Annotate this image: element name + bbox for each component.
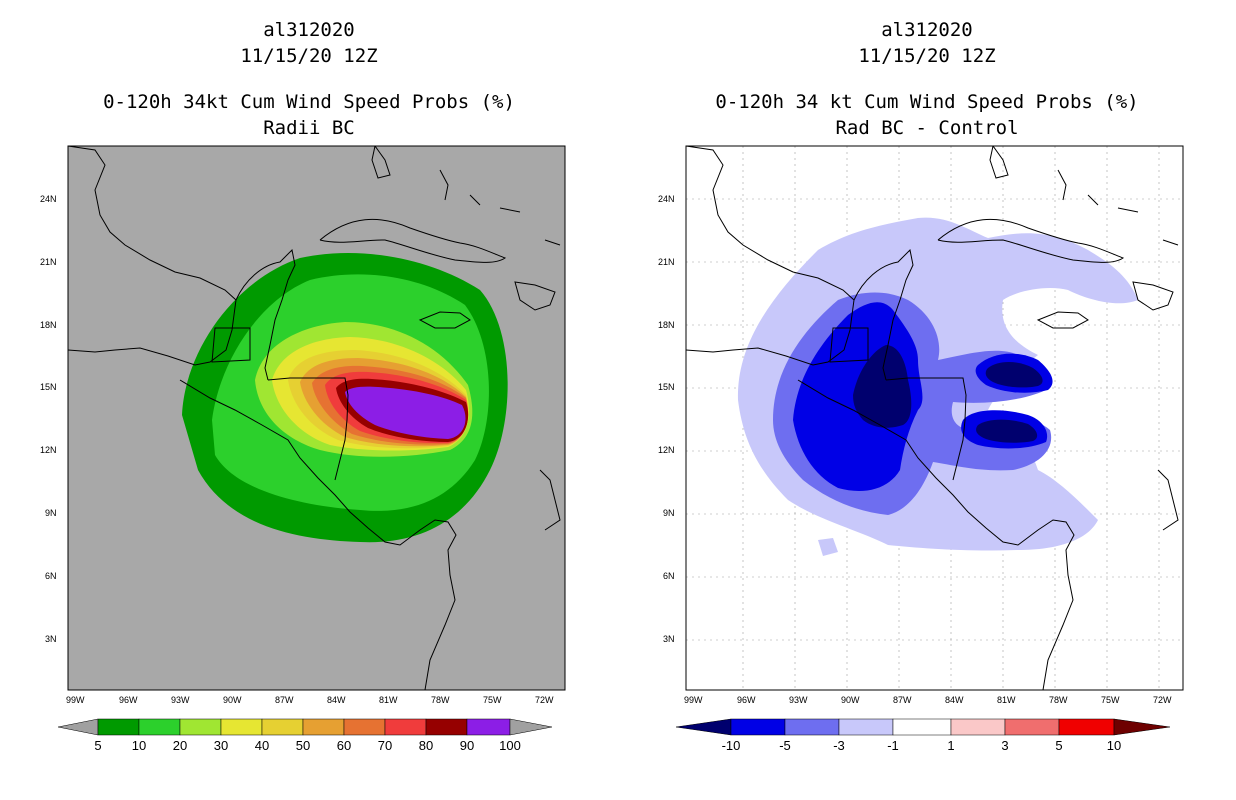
- lon-label: 75W: [1101, 695, 1120, 705]
- lon-label: 93W: [171, 695, 190, 705]
- colorbar-label: 40: [255, 738, 269, 753]
- lon-label: 90W: [841, 695, 860, 705]
- lon-label: 81W: [997, 695, 1016, 705]
- left-coastlines: [68, 146, 561, 690]
- left-date: 11/15/20 12Z: [240, 45, 378, 67]
- lon-label: 87W: [893, 695, 912, 705]
- left-colorbar: [57, 718, 553, 736]
- lon-label: 90W: [223, 695, 242, 705]
- right-date: 11/15/20 12Z: [858, 45, 996, 67]
- right-coastlines: [686, 146, 1179, 690]
- colorbar-label: 30: [214, 738, 228, 753]
- lon-label: 72W: [535, 695, 554, 705]
- left-subtitle: Radii BC: [263, 117, 355, 139]
- right-colorbar-labels: -10 -5 -3 -1 1 3 5 10: [722, 738, 1122, 753]
- colorbar-label: 3: [1001, 738, 1008, 753]
- colorbar-label: -10: [722, 738, 741, 753]
- right-lon-axis: 99W 96W 93W 90W 87W 84W 81W 78W 75W 72W: [684, 695, 1172, 705]
- diff-dark-blue-east-2: [976, 419, 1038, 443]
- colorbar-label: -3: [833, 738, 845, 753]
- contour-90-100: [345, 386, 466, 439]
- lat-label: 21N: [658, 257, 675, 267]
- right-subtitle: Rad BC - Control: [835, 117, 1019, 139]
- colorbar-label: 60: [337, 738, 351, 753]
- lon-label: 78W: [1049, 695, 1068, 705]
- lon-label: 93W: [789, 695, 808, 705]
- lat-label: 9N: [45, 508, 57, 518]
- lon-label: 87W: [275, 695, 294, 705]
- left-title: 0-120h 34kt Cum Wind Speed Probs (%): [103, 91, 515, 113]
- lon-label: 81W: [379, 695, 398, 705]
- colorbar-label: 5: [1055, 738, 1062, 753]
- lat-label: 3N: [45, 634, 57, 644]
- diff-dark-blue: [853, 345, 912, 428]
- diff-dark-blue-east-1: [985, 362, 1043, 388]
- lat-label: 3N: [663, 634, 675, 644]
- colorbar-label: 10: [1107, 738, 1121, 753]
- left-lat-axis: 24N 21N 18N 15N 12N 9N 6N 3N: [40, 194, 57, 644]
- lat-label: 12N: [658, 445, 675, 455]
- right-map-figure: 24N 21N 18N 15N 12N 9N 6N 3N 99W 96W 93W…: [658, 145, 1184, 753]
- colorbar-label: 20: [173, 738, 187, 753]
- colorbar-label: 50: [296, 738, 310, 753]
- right-title: 0-120h 34 kt Cum Wind Speed Probs (%): [715, 91, 1139, 113]
- colorbar-label: 10: [132, 738, 146, 753]
- lat-label: 24N: [40, 194, 57, 204]
- lat-label: 18N: [658, 320, 675, 330]
- colorbar-label: 80: [419, 738, 433, 753]
- colorbar-label: 90: [460, 738, 474, 753]
- lat-label: 24N: [658, 194, 675, 204]
- colorbar-label: 100: [499, 738, 521, 753]
- lat-label: 21N: [40, 257, 57, 267]
- diff-light-blue-2: [818, 538, 838, 556]
- right-storm-id: al312020: [881, 19, 973, 41]
- lat-label: 6N: [45, 571, 57, 581]
- left-lon-axis: 99W 96W 93W 90W 87W 84W 81W 78W 75W 72W: [66, 695, 554, 705]
- right-lat-axis: 24N 21N 18N 15N 12N 9N 6N 3N: [658, 194, 675, 644]
- lon-label: 75W: [483, 695, 502, 705]
- left-map-figure: 24N 21N 18N 15N 12N 9N 6N 3N 99W 96W 93W…: [40, 145, 566, 753]
- lon-label: 99W: [66, 695, 85, 705]
- lon-label: 84W: [945, 695, 964, 705]
- lon-label: 72W: [1153, 695, 1172, 705]
- lat-label: 15N: [658, 382, 675, 392]
- lat-label: 6N: [663, 571, 675, 581]
- colorbar-label: 5: [94, 738, 101, 753]
- lat-label: 15N: [40, 382, 57, 392]
- colorbar-label: 1: [947, 738, 954, 753]
- colorbar-label: -5: [779, 738, 791, 753]
- lon-label: 96W: [737, 695, 756, 705]
- lon-label: 78W: [431, 695, 450, 705]
- left-panel: al312020 11/15/20 12Z 0-120h 34kt Cum Wi…: [40, 19, 566, 753]
- lat-label: 18N: [40, 320, 57, 330]
- lat-label: 12N: [40, 445, 57, 455]
- lon-label: 84W: [327, 695, 346, 705]
- left-storm-id: al312020: [263, 19, 355, 41]
- colorbar-label: 70: [378, 738, 392, 753]
- left-colorbar-labels: 5 10 20 30 40 50 60 70 80 90 100: [94, 738, 520, 753]
- colorbar-label: -1: [887, 738, 899, 753]
- lon-label: 99W: [684, 695, 703, 705]
- lon-label: 96W: [119, 695, 138, 705]
- right-panel: al312020 11/15/20 12Z 0-120h 34 kt Cum W…: [618, 0, 1236, 800]
- lat-label: 9N: [663, 508, 675, 518]
- right-colorbar: [675, 718, 1171, 736]
